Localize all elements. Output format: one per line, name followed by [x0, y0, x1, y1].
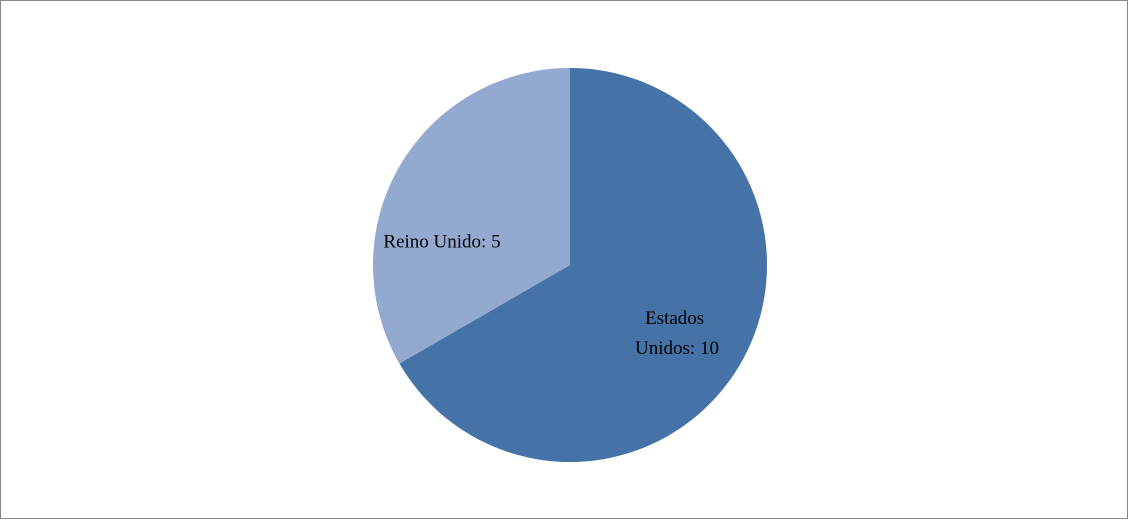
pie-slice: [373, 68, 570, 364]
pie-slice: [399, 68, 767, 462]
data-label: Estados Unidos: 10: [635, 308, 719, 359]
data-label-line: Estados: [645, 308, 709, 329]
data-label-line: Unidos: 10: [635, 338, 719, 359]
data-label: Reino Unido: 5: [383, 231, 500, 252]
